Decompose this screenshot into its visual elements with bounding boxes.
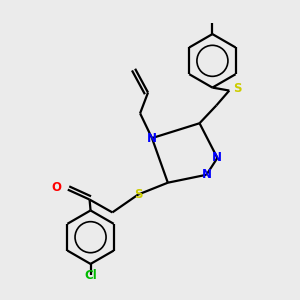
Text: Cl: Cl — [84, 269, 97, 282]
Text: S: S — [134, 188, 142, 201]
Text: O: O — [51, 181, 61, 194]
Text: N: N — [147, 132, 157, 145]
Text: N: N — [212, 152, 222, 164]
Text: N: N — [202, 168, 212, 181]
Text: S: S — [233, 82, 242, 95]
